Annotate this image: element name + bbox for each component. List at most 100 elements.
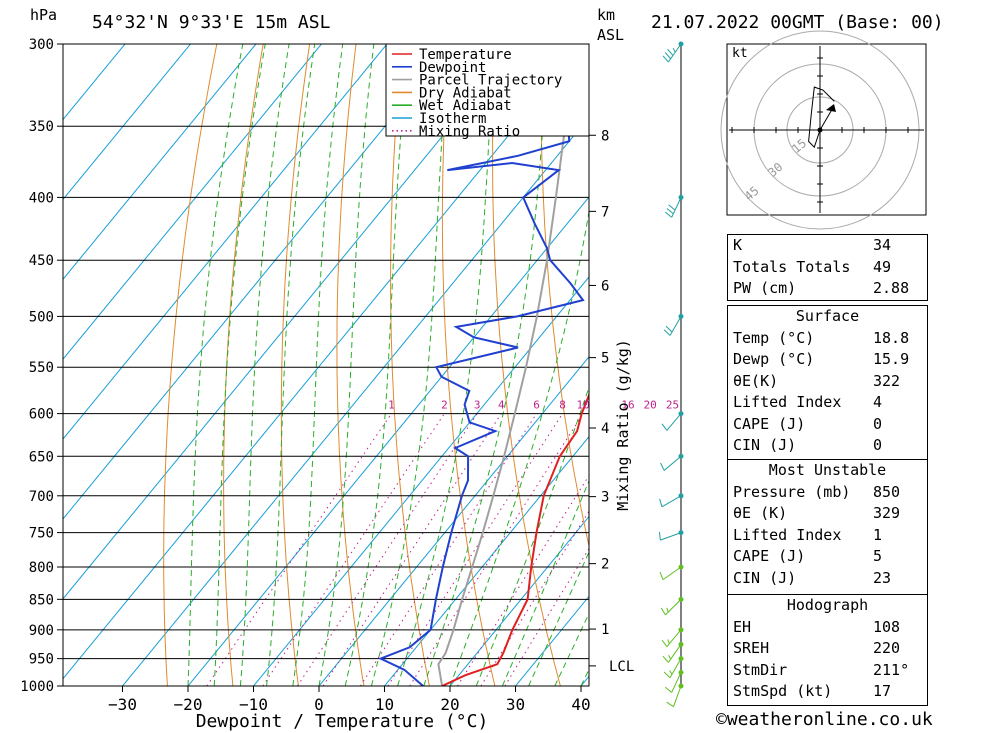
hodo-sreh-value: 220 bbox=[873, 639, 901, 657]
wind-barb-staff bbox=[669, 658, 682, 678]
pressure-tick-label: 450 bbox=[29, 253, 54, 269]
mixing-ratio-label: 20 bbox=[643, 399, 656, 412]
temperature-tick-label: −10 bbox=[239, 695, 268, 714]
series-temperature bbox=[441, 392, 589, 686]
wind-barb-flag bbox=[664, 52, 672, 60]
temperature-tick-label: −30 bbox=[108, 695, 137, 714]
wind-barb-flag bbox=[660, 462, 665, 471]
mu-pressure: Pressure (mb) 850 bbox=[728, 482, 927, 504]
storm-motion-arrow bbox=[826, 104, 836, 112]
temperature-tick-label: 0 bbox=[314, 695, 324, 714]
surface-temp-value: 18.8 bbox=[873, 328, 910, 347]
km-tick-label: 6 bbox=[601, 278, 609, 294]
wet-adiabat-line bbox=[528, 550, 589, 686]
pressure-tick-label: 850 bbox=[29, 592, 54, 608]
surface-li-label: Lifted Index bbox=[733, 393, 842, 411]
wind-barb-flag bbox=[669, 670, 673, 675]
wind-barb-flag bbox=[662, 55, 669, 63]
temperature-tick-label: 20 bbox=[440, 695, 459, 714]
index-pw-value: 2.88 bbox=[873, 279, 910, 297]
legend-entry: Dry Adiabat bbox=[419, 85, 512, 101]
wind-barb-flag bbox=[665, 325, 673, 333]
surface-theta-value: 322 bbox=[873, 371, 901, 390]
wind-barb-flag bbox=[663, 671, 671, 679]
temperature-tick-label: −20 bbox=[174, 695, 203, 714]
mu-li-label: Lifted Index bbox=[733, 525, 842, 544]
wind-barb-column bbox=[658, 41, 684, 708]
isotherm-line bbox=[63, 44, 388, 440]
mu-cape-label: CAPE (J) bbox=[733, 547, 806, 565]
km-tick-label: 2 bbox=[601, 557, 609, 573]
wind-barb-flag bbox=[668, 204, 676, 211]
mixing-ratio-line bbox=[387, 413, 563, 686]
dry-adiabat-line bbox=[223, 44, 264, 686]
wind-barb-staff bbox=[661, 495, 682, 508]
km-tick-label: 4 bbox=[601, 421, 609, 437]
surface-temp-label: Temp (°C) bbox=[733, 328, 815, 347]
wind-barb-staff bbox=[669, 316, 682, 336]
wind-barb-staff bbox=[660, 532, 682, 541]
km-tick-label: 7 bbox=[601, 204, 609, 220]
datetime-title: 21.07.2022 00GMT (Base: 00) bbox=[651, 12, 944, 33]
height-unit-km: km bbox=[597, 6, 615, 24]
pressure-tick-label: 1000 bbox=[20, 679, 54, 695]
pressure-tick-label: 500 bbox=[29, 309, 54, 325]
mixing-ratio-line bbox=[297, 413, 478, 686]
wind-barb-flag bbox=[663, 329, 671, 336]
wind-barb-staff bbox=[667, 644, 682, 663]
surface-dewp-value: 15.9 bbox=[873, 350, 910, 368]
most-unstable-panel: Most Unstable Pressure (mb) 850 θE (K) 329… bbox=[727, 459, 928, 595]
isotherm-line bbox=[449, 515, 589, 686]
wind-barb-flag bbox=[666, 208, 674, 215]
hodo-stmspd-value: 17 bbox=[873, 682, 892, 700]
hodo-title: Hodograph bbox=[786, 596, 869, 614]
isotherm-line bbox=[63, 44, 323, 361]
mixing-ratio-label: 1 bbox=[388, 399, 395, 412]
legend-entry: Isotherm bbox=[419, 111, 486, 127]
wind-barb-flag bbox=[659, 571, 664, 580]
wind-barb-flag bbox=[660, 607, 666, 616]
wind-barb-flag bbox=[659, 498, 663, 507]
pressure-tick-label: 900 bbox=[29, 623, 54, 639]
mu-cin: CIN (J) 23 bbox=[728, 568, 927, 590]
mu-pressure-value: 850 bbox=[873, 482, 901, 501]
pressure-tick-label: 550 bbox=[29, 360, 54, 376]
pressure-tick-label: 600 bbox=[29, 407, 54, 423]
wind-barb-flag bbox=[662, 655, 669, 663]
wind-barb-staff bbox=[663, 455, 682, 471]
mu-title: Most Unstable bbox=[768, 461, 887, 479]
x-axis-label: Dewpoint / Temperature (°C) bbox=[196, 711, 489, 732]
mixing-ratio-label: 3 bbox=[474, 399, 481, 412]
plot-frame bbox=[62, 43, 590, 687]
isotherm-line bbox=[63, 44, 192, 201]
wind-barb-flag bbox=[661, 639, 668, 647]
temperature-tick-label: 30 bbox=[506, 695, 525, 714]
surface-cape-label: CAPE (J) bbox=[733, 414, 806, 433]
index-k: K 34 bbox=[728, 235, 927, 257]
series-parcel-trajectory bbox=[437, 44, 578, 686]
mu-theta: θE (K) 329 bbox=[728, 503, 927, 525]
hodo-eh: EH 108 bbox=[728, 617, 927, 639]
hodograph-origin bbox=[817, 127, 823, 133]
pressure-tick-label: 750 bbox=[29, 526, 54, 542]
wind-barb-flag bbox=[672, 48, 676, 53]
wet-adiabat-line bbox=[475, 385, 589, 686]
mixing-ratio-line bbox=[262, 413, 445, 686]
wind-barb-flag bbox=[664, 211, 673, 218]
mixing-ratio-label: 6 bbox=[533, 399, 540, 412]
mu-cin-value: 23 bbox=[873, 568, 892, 587]
legend-entry: Mixing Ratio bbox=[419, 124, 520, 140]
wet-adiabat-line bbox=[344, 44, 410, 686]
pressure-tick-label: 800 bbox=[29, 560, 54, 576]
wet-adiabat-line bbox=[292, 44, 344, 686]
wind-barb-staff bbox=[665, 598, 682, 616]
surface-dewp: Dewp (°C) 15.9 bbox=[728, 349, 927, 371]
wind-barb-staff bbox=[673, 685, 682, 707]
wind-barb-staff bbox=[662, 566, 682, 581]
wind-barb-flag bbox=[658, 531, 661, 541]
mu-cin-label: CIN (J) bbox=[733, 568, 797, 587]
mu-cape: CAPE (J) 5 bbox=[728, 546, 927, 568]
